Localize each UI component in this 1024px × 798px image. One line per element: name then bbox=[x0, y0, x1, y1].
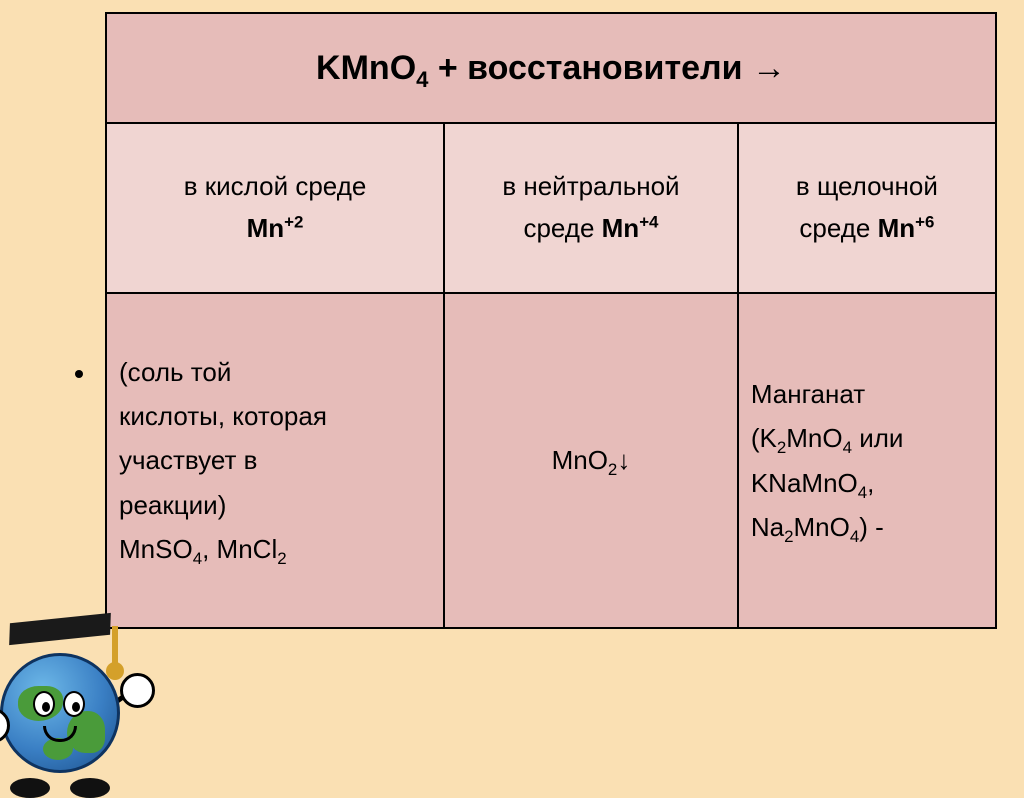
acidic-sep: , bbox=[202, 534, 216, 564]
basic-comma: , bbox=[867, 468, 874, 498]
basic-f2s: 4 bbox=[858, 483, 867, 502]
reaction-table: KMnO4 + восстановители → в кислой среде … bbox=[105, 12, 997, 629]
col3-line2: среде bbox=[799, 213, 877, 243]
col3-line1: в щелочной bbox=[796, 171, 938, 201]
col-header-acidic: в кислой среде Mn+2 bbox=[106, 123, 444, 293]
title-sub: 4 bbox=[416, 66, 428, 91]
basic-f2: KNaMnO bbox=[751, 468, 858, 498]
col2-line1: в нейтральной bbox=[502, 171, 679, 201]
basic-f3a: Na bbox=[751, 512, 784, 542]
bullet-icon bbox=[75, 370, 83, 378]
acidic-f1s: 4 bbox=[193, 549, 202, 568]
basic-f1s: 2 bbox=[777, 439, 786, 458]
col-header-basic: в щелочной среде Mn+6 bbox=[738, 123, 996, 293]
cell-basic: Манганат (K2MnO4 или KNaMnO4, Na2MnO4) - bbox=[738, 293, 996, 628]
col2-line2: среде bbox=[523, 213, 601, 243]
basic-f1b: MnO bbox=[786, 423, 842, 453]
col1-species: Mn bbox=[247, 213, 285, 243]
title-suffix: + восстановители → bbox=[428, 49, 786, 87]
col2-charge: +4 bbox=[639, 212, 658, 231]
basic-f3s2: 4 bbox=[850, 527, 859, 546]
basic-l1: Манганат bbox=[751, 379, 865, 409]
neutral-arrow: ↓ bbox=[617, 445, 630, 475]
col-header-neutral: в нейтральной среде Mn+4 bbox=[444, 123, 738, 293]
acidic-l2: кислоты, которая bbox=[119, 401, 327, 431]
neutral-s: 2 bbox=[608, 461, 617, 480]
acidic-f2s: 2 bbox=[277, 549, 286, 568]
basic-or: или bbox=[852, 423, 903, 453]
table-title: KMnO4 + восстановители → bbox=[106, 13, 996, 123]
acidic-f1a: MnSO bbox=[119, 534, 193, 564]
col1-line1: в кислой среде bbox=[184, 171, 367, 201]
basic-f1s2: 4 bbox=[843, 439, 852, 458]
cell-acidic: (соль той кислоты, которая участвует в р… bbox=[106, 293, 444, 628]
cell-neutral: MnO2↓ bbox=[444, 293, 738, 628]
acidic-l1: (соль той bbox=[119, 357, 231, 387]
acidic-f2a: MnCl bbox=[217, 534, 278, 564]
col3-species: Mn bbox=[878, 213, 916, 243]
basic-f3b: MnO bbox=[793, 512, 849, 542]
acidic-l3: участвует в bbox=[119, 445, 257, 475]
title-compound: KMnO bbox=[316, 49, 416, 87]
neutral-f: MnO bbox=[552, 445, 608, 475]
basic-close: ) - bbox=[859, 512, 884, 542]
col2-species: Mn bbox=[602, 213, 640, 243]
basic-f1a: K bbox=[760, 423, 777, 453]
acidic-l4: реакции) bbox=[119, 490, 226, 520]
col3-charge: +6 bbox=[915, 212, 934, 231]
col1-charge: +2 bbox=[284, 212, 303, 231]
table: KMnO4 + восстановители → в кислой среде … bbox=[105, 12, 997, 629]
basic-open: ( bbox=[751, 423, 760, 453]
mascot-earth-icon bbox=[0, 598, 155, 798]
